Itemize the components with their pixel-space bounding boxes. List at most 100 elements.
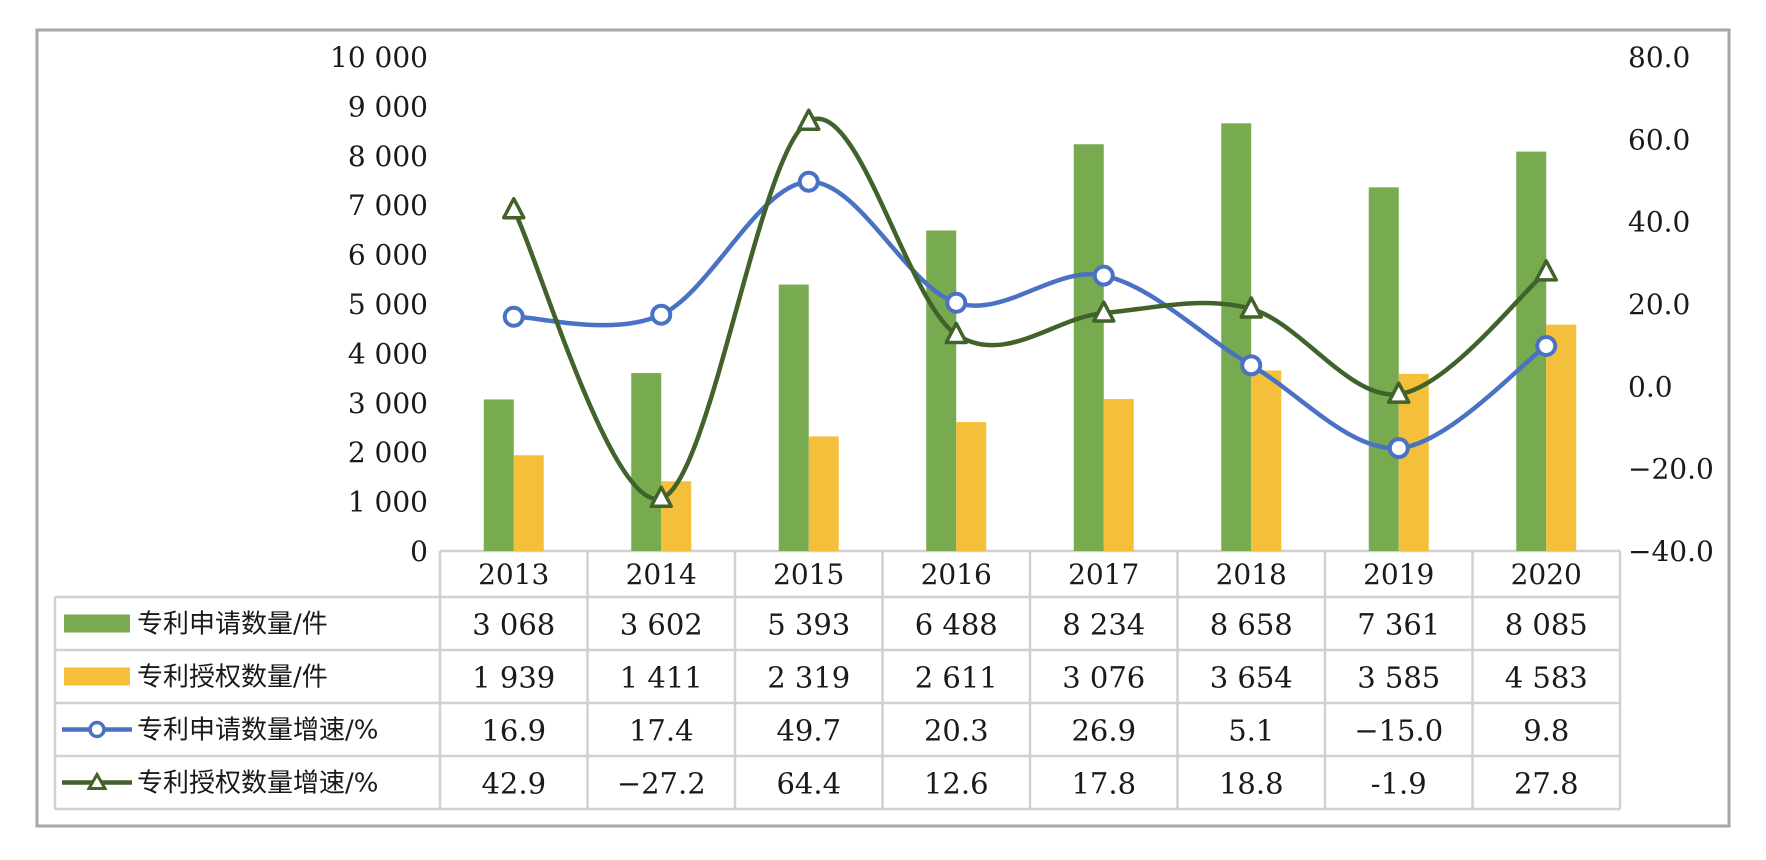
table-cell: 42.9 [481, 767, 546, 801]
legend-key-triangle-marker [86, 771, 108, 790]
left-axis-tick: 0 [410, 535, 428, 568]
table-cell: 16.9 [481, 714, 546, 748]
category-label: 2018 [1216, 558, 1287, 591]
legend-label: 专利授权数量/件 [137, 663, 328, 693]
table-cell: 18.8 [1219, 767, 1284, 801]
category-label: 2016 [921, 558, 992, 591]
legend-key-bar [64, 667, 130, 686]
legend-key-circle-marker [88, 720, 106, 739]
table-cell: 8 234 [1062, 608, 1145, 642]
lines [502, 108, 1558, 509]
table-cell: 12.6 [924, 767, 989, 801]
bar [513, 455, 544, 551]
bar [1073, 144, 1104, 551]
table-cell: 17.4 [629, 714, 694, 748]
bar [926, 230, 957, 551]
table-cell: 27.8 [1514, 767, 1579, 801]
left-axis-tick: 2 000 [348, 436, 428, 469]
circle-marker [1387, 437, 1410, 460]
triangle-marker [649, 485, 673, 509]
category-label: 2013 [478, 558, 549, 591]
table-cell: 3 602 [620, 608, 703, 642]
table-cell: 8 085 [1505, 608, 1588, 642]
left-axis-tick: 7 000 [348, 189, 428, 222]
right-axis-tick: 80.0 [1628, 41, 1690, 74]
table-cell: 6 488 [915, 608, 998, 642]
table-cell: 1 411 [620, 661, 703, 695]
table-cell: 3 654 [1210, 661, 1293, 695]
bar [778, 284, 809, 551]
table-cell: 26.9 [1071, 714, 1136, 748]
right-axis-tick: −40.0 [1628, 535, 1714, 568]
table-cell: 3 585 [1357, 661, 1440, 695]
triangle-marker [502, 196, 526, 220]
bar [483, 399, 514, 551]
category-label: 2015 [773, 558, 844, 591]
bar [956, 422, 987, 551]
left-axis-tick: 5 000 [348, 288, 428, 321]
left-axis-tick: 9 000 [348, 90, 428, 123]
category-label: 2014 [626, 558, 697, 591]
bar [1221, 123, 1252, 551]
table-cell: 5 393 [767, 608, 850, 642]
triangle-marker [797, 108, 821, 131]
bar [808, 436, 839, 551]
legend-label: 专利申请数量/件 [137, 610, 328, 640]
triangle-marker [1387, 381, 1411, 404]
bar [1546, 324, 1577, 551]
table-cell: −15.0 [1354, 714, 1443, 748]
table-cell: 8 658 [1210, 608, 1293, 642]
table-cell: 3 068 [472, 608, 555, 642]
category-label: 2019 [1363, 558, 1434, 591]
circle-marker [650, 303, 673, 326]
bar [661, 481, 692, 551]
legend-key-bar [64, 614, 130, 633]
table-cell: -1.9 [1371, 767, 1427, 801]
circle-marker [797, 170, 820, 193]
triangle-marker [1534, 259, 1558, 282]
table-cell: 17.8 [1071, 767, 1136, 801]
table-cell: 20.3 [924, 714, 989, 748]
bar [1251, 370, 1282, 551]
table-cell: 5.1 [1228, 714, 1274, 748]
left-axis-tick: 1 000 [348, 486, 428, 519]
legend-label: 专利授权数量增速/% [137, 769, 378, 799]
left-axis-tick: 8 000 [348, 140, 428, 173]
left-axis-tick: 4 000 [348, 337, 428, 370]
table-cell: 2 319 [767, 661, 850, 695]
table-cell: 1 939 [472, 661, 555, 695]
right-axis-tick: 40.0 [1628, 206, 1690, 239]
right-axis-tick: 60.0 [1628, 123, 1690, 156]
table-cell: 7 361 [1357, 608, 1440, 642]
category-label: 2017 [1068, 558, 1139, 591]
circle-marker [945, 291, 968, 314]
right-axis-tick: −20.0 [1628, 453, 1714, 486]
bar [1368, 187, 1399, 552]
circle-marker [1535, 334, 1558, 357]
table-cell: 9.8 [1523, 714, 1569, 748]
triangle-marker [944, 321, 968, 345]
right-axis-ticks: −40.0 −20.0 0.0 20.0 40.0 60.0 80.0 [1628, 41, 1714, 568]
left-axis-tick: 3 000 [348, 387, 428, 420]
circle-marker [502, 305, 525, 328]
table-cell: 64.4 [776, 767, 841, 801]
right-axis-tick: 0.0 [1628, 370, 1673, 403]
bar [631, 373, 662, 551]
table-cell: 3 076 [1062, 661, 1145, 695]
circle-marker [1092, 264, 1115, 287]
circle-marker [1240, 354, 1263, 377]
right-axis-tick: 20.0 [1628, 288, 1690, 321]
triangle-marker [1239, 296, 1263, 319]
triangle-marker [1092, 300, 1116, 323]
left-axis-tick: 10 000 [330, 41, 428, 74]
table-cell: 2 611 [915, 661, 998, 695]
bar [1103, 399, 1134, 551]
table-cell: 4 583 [1505, 661, 1588, 695]
category-label: 2020 [1511, 558, 1582, 591]
table-cell: −27.2 [617, 767, 706, 801]
left-axis-tick: 6 000 [348, 239, 428, 272]
table-cell: 49.7 [776, 714, 841, 748]
series-line [513, 179, 1548, 451]
legend-label: 专利申请数量增速/% [137, 716, 378, 746]
